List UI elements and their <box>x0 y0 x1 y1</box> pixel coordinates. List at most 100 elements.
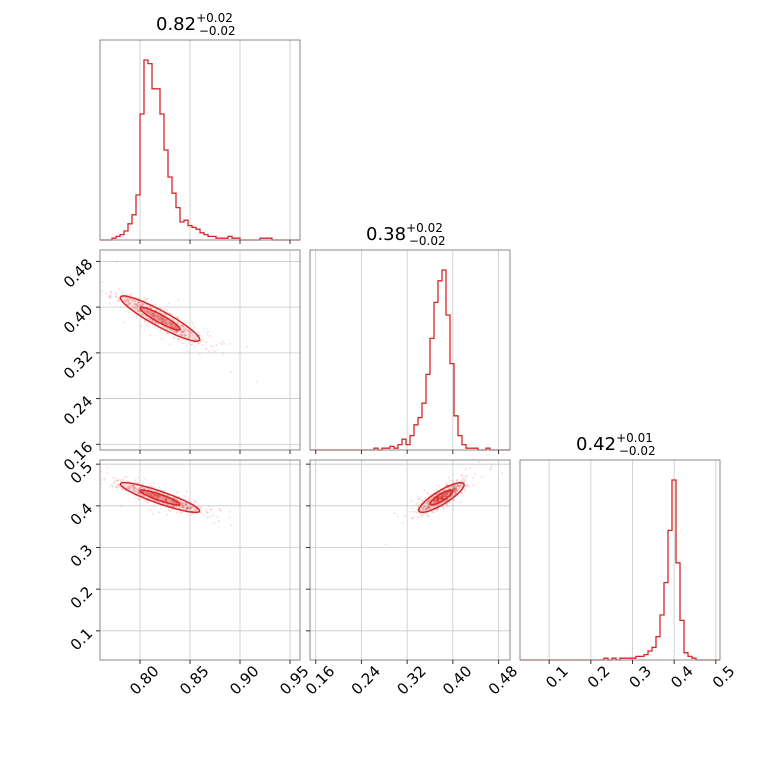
sample-point <box>171 323 174 326</box>
sample-point <box>191 338 194 341</box>
sample-point <box>109 303 112 306</box>
sample-point <box>157 511 160 514</box>
sample-point <box>464 485 467 488</box>
sample-point <box>109 290 112 293</box>
sample-point <box>454 491 457 494</box>
sample-point <box>181 330 184 333</box>
sample-point <box>136 300 139 303</box>
sample-point <box>114 479 117 482</box>
sample-point <box>434 509 437 512</box>
sample-point <box>186 508 189 511</box>
sample-point <box>160 492 163 495</box>
sample-point <box>166 321 169 324</box>
sample-point <box>438 491 441 494</box>
sample-point <box>176 330 179 333</box>
sample-point <box>201 343 204 346</box>
sample-point <box>162 316 165 319</box>
sample-point <box>131 304 134 307</box>
sample-point <box>120 505 123 508</box>
sample-point <box>416 516 419 519</box>
sample-point <box>161 317 164 320</box>
sample-point <box>129 488 132 491</box>
sample-point <box>454 493 457 496</box>
sample-point <box>180 501 183 504</box>
sample-point <box>129 297 132 300</box>
sample-point <box>176 326 179 329</box>
sample-point <box>464 479 467 482</box>
sample-point <box>204 347 207 350</box>
sample-point <box>181 331 184 334</box>
sample-point <box>157 494 160 497</box>
sample-point <box>170 322 173 325</box>
sample-point <box>453 490 456 493</box>
sample-point <box>167 321 170 324</box>
sample-point <box>158 310 161 313</box>
sample-point <box>160 497 163 500</box>
sample-point <box>151 315 154 318</box>
sample-point <box>160 317 163 320</box>
sample-point <box>131 484 134 487</box>
sample-point <box>122 484 125 487</box>
sample-point <box>174 325 177 328</box>
sample-point <box>137 488 140 491</box>
sample-point <box>151 493 154 496</box>
sample-point <box>441 497 444 500</box>
sample-point <box>175 330 178 333</box>
sample-point <box>176 322 179 325</box>
sample-point <box>179 333 182 336</box>
sample-point <box>437 496 440 499</box>
sample-point <box>439 498 442 501</box>
sample-point <box>181 324 184 327</box>
sample-point <box>438 484 441 487</box>
sample-point <box>166 322 169 325</box>
sample-point <box>167 332 170 335</box>
sample-point <box>453 485 456 488</box>
sample-point <box>187 507 190 510</box>
sample-point <box>434 499 437 502</box>
sample-point <box>437 499 440 502</box>
sample-point <box>454 492 457 495</box>
sample-point <box>168 323 171 326</box>
sample-point <box>181 342 184 345</box>
sample-point <box>136 497 139 500</box>
sample-point <box>435 499 438 502</box>
sample-point <box>445 483 448 486</box>
sample-point <box>175 331 178 334</box>
sample-point <box>457 488 460 491</box>
sample-point <box>440 497 443 500</box>
sample-point <box>149 493 152 496</box>
x-tick-label-1-3: 0.40 <box>439 662 475 698</box>
sample-point <box>136 307 139 310</box>
histogram-frame-2 <box>519 459 721 661</box>
sample-point <box>120 478 123 481</box>
sample-point <box>141 304 144 307</box>
sample-point <box>425 501 428 504</box>
sample-point <box>145 311 148 314</box>
sample-point <box>141 303 144 306</box>
sample-point <box>190 343 193 346</box>
sample-point <box>182 504 185 507</box>
sample-point <box>218 508 221 511</box>
sample-point <box>163 320 166 323</box>
sample-point <box>437 500 440 503</box>
sample-point <box>180 333 183 336</box>
sample-point <box>153 321 156 324</box>
sample-point <box>154 303 157 306</box>
sample-point <box>134 299 137 302</box>
sample-point <box>436 498 439 501</box>
sample-point <box>187 334 190 337</box>
sample-point <box>124 299 127 302</box>
sample-point <box>222 340 225 343</box>
sample-point <box>439 496 442 499</box>
sample-point <box>453 486 456 489</box>
sample-point <box>154 494 157 497</box>
sample-point <box>140 304 143 307</box>
sample-point <box>182 502 185 505</box>
sample-point <box>165 498 168 501</box>
sample-point <box>172 337 175 340</box>
sample-point <box>157 494 160 497</box>
sample-point <box>441 494 444 497</box>
sample-point <box>453 487 456 490</box>
sample-point <box>181 506 184 509</box>
x-tick-label-0-2: 0.90 <box>226 662 262 698</box>
